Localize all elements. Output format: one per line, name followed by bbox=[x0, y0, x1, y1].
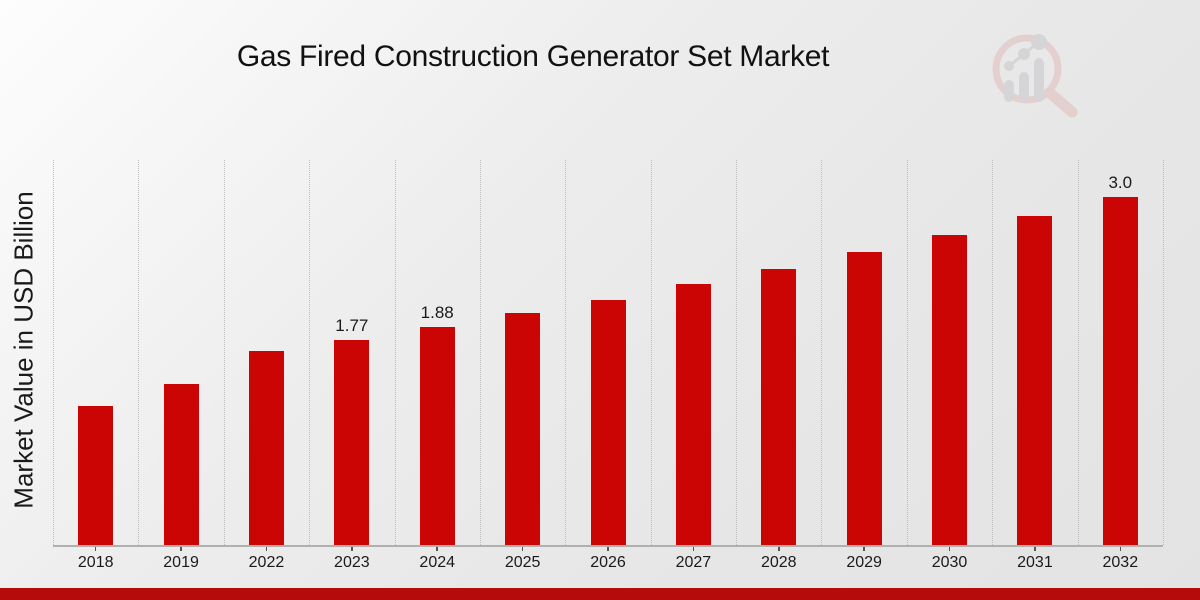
x-axis-tick bbox=[180, 547, 182, 551]
x-tick-label-2030: 2030 bbox=[931, 554, 968, 571]
bar-2026 bbox=[590, 300, 626, 545]
gridline bbox=[565, 160, 567, 545]
gridline bbox=[992, 160, 994, 545]
bar-2029 bbox=[846, 252, 882, 545]
x-axis-tick bbox=[607, 547, 609, 551]
bar-value-label-2023: 1.77 bbox=[335, 316, 369, 335]
x-axis-tick bbox=[692, 547, 695, 551]
gridline bbox=[821, 160, 823, 545]
x-axis-tick bbox=[265, 547, 268, 551]
bar-2031 bbox=[1017, 216, 1053, 545]
x-axis-tick bbox=[948, 547, 951, 551]
x-tick-label-2028: 2028 bbox=[760, 554, 797, 571]
plot-area: 2018 2019 2022 1.77 2023 1.88 2024 2025 2026 2027… bbox=[53, 160, 1164, 571]
x-axis-tick bbox=[94, 547, 97, 551]
bar-2018 bbox=[78, 406, 114, 545]
chart-title: Gas Fired Construction Generator Set Mar… bbox=[236, 40, 830, 73]
gridline bbox=[138, 160, 140, 545]
x-tick-label-2022: 2022 bbox=[248, 554, 285, 571]
x-tick-label-2019: 2019 bbox=[163, 554, 199, 571]
x-tick-label-2018: 2018 bbox=[77, 554, 114, 571]
x-tick-label-2031: 2031 bbox=[1017, 554, 1053, 571]
bar-2028 bbox=[761, 269, 797, 545]
x-axis-tick bbox=[521, 547, 524, 551]
gridline bbox=[650, 160, 652, 545]
gridline bbox=[479, 160, 481, 545]
gridline bbox=[906, 160, 908, 545]
gridline bbox=[53, 160, 54, 545]
x-tick-label-2023: 2023 bbox=[334, 554, 370, 571]
bar-2032 bbox=[1102, 197, 1138, 545]
gridline bbox=[1077, 160, 1079, 545]
x-tick-label-2024: 2024 bbox=[419, 554, 456, 571]
bar-2025 bbox=[505, 313, 541, 545]
x-axis-line bbox=[53, 545, 1163, 547]
x-tick-label-2027: 2027 bbox=[675, 554, 712, 571]
bar-2024 bbox=[419, 327, 455, 545]
bar-value-label-2024: 1.88 bbox=[420, 303, 454, 322]
bar-2019 bbox=[163, 384, 199, 545]
gridline bbox=[1163, 160, 1164, 545]
bar-2030 bbox=[932, 235, 968, 545]
bar-2023 bbox=[334, 340, 370, 545]
bar-2022 bbox=[248, 351, 284, 545]
gridline bbox=[309, 160, 311, 545]
x-axis-tick bbox=[436, 547, 438, 551]
x-axis-tick bbox=[351, 547, 353, 551]
x-tick-label-2029: 2029 bbox=[846, 554, 882, 571]
x-axis-tick bbox=[1034, 547, 1036, 551]
magnifier-bar-chart-logo-icon bbox=[992, 34, 1078, 118]
x-tick-label-2032: 2032 bbox=[1102, 554, 1139, 571]
bottom-red-strip bbox=[0, 588, 1200, 600]
bar-2027 bbox=[675, 284, 711, 545]
x-axis-tick bbox=[863, 547, 865, 551]
bar-value-label-2032: 3.0 bbox=[1108, 173, 1133, 192]
gridline bbox=[394, 160, 396, 545]
gridline bbox=[223, 160, 225, 545]
x-tick-label-2025: 2025 bbox=[504, 554, 541, 571]
x-axis-tick bbox=[778, 547, 780, 551]
x-axis-tick bbox=[1119, 547, 1122, 551]
x-tick-label-2026: 2026 bbox=[590, 554, 626, 571]
gridline bbox=[736, 160, 738, 545]
y-axis-label: Market Value in USD Billion bbox=[8, 191, 39, 509]
